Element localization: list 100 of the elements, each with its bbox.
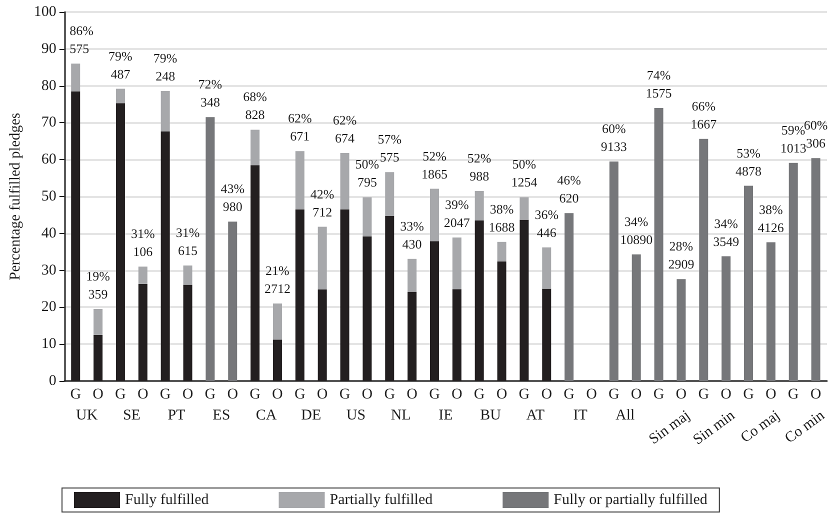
x-tick-label: O: [586, 386, 598, 402]
text: US: [346, 408, 366, 424]
y-tick-label: 40: [41, 225, 56, 242]
bar: [676, 279, 686, 381]
y-tick-label: 90: [41, 40, 56, 57]
x-tick-label: G: [384, 386, 396, 402]
bar: [542, 247, 552, 289]
text: NL: [390, 408, 411, 424]
total-label: 60% 9133: [600, 120, 627, 154]
bar: [632, 254, 641, 381]
bar: [228, 222, 238, 381]
total-label: 74% 1575: [646, 67, 672, 100]
x-tick-label: O: [92, 386, 104, 402]
x-tick-label: O: [182, 386, 194, 402]
bar: [564, 213, 574, 381]
x-tick-label: G: [518, 386, 530, 402]
x-tick-label: G: [160, 386, 171, 402]
x-tick-label: G: [294, 386, 306, 402]
total-label: 39% 2047: [444, 196, 470, 230]
x-tick-label: G: [788, 386, 799, 402]
text: All: [616, 408, 635, 424]
legend-label: Fully or partially fulfilled: [554, 492, 708, 508]
total-label: 31% 615: [176, 225, 200, 258]
total-label: 72% 348: [198, 76, 222, 110]
text: CA: [256, 408, 277, 424]
bar: [318, 226, 327, 290]
bar: [474, 190, 484, 220]
text: DE: [301, 408, 322, 424]
x-tick-label: O: [766, 386, 777, 402]
total-label: 50% 1254: [511, 156, 538, 190]
x-tick-label: G: [608, 386, 620, 402]
total-label: 52% 988: [467, 150, 492, 184]
total-label: 36% 446: [534, 206, 559, 240]
x-tick-label: G: [339, 386, 350, 402]
total-label: 79% 248: [153, 50, 178, 84]
total-label: 52% 1865: [421, 148, 448, 182]
total-label: 38% 4126: [758, 202, 784, 235]
x-tick-label: G: [743, 386, 754, 402]
text: IE: [438, 408, 453, 424]
y-tick-label: 30: [41, 262, 56, 278]
total-label: 28% 2909: [668, 238, 694, 272]
bar: [206, 117, 215, 381]
y-tick-label: 60: [41, 152, 56, 168]
x-tick-label: O: [227, 386, 238, 402]
x-tick-label: G: [429, 386, 440, 402]
y-tick-label: 100: [34, 4, 56, 20]
total-label: 34% 10890: [620, 214, 653, 247]
x-tick-label: O: [630, 386, 642, 402]
bar: [722, 256, 731, 381]
bar: [116, 88, 125, 104]
bar: [385, 172, 394, 216]
bar: [295, 151, 304, 210]
bar: [272, 304, 282, 340]
text: IT: [573, 408, 588, 424]
bar: [699, 138, 708, 381]
y-tick-label: 20: [41, 299, 56, 316]
bar: [340, 152, 350, 210]
bar: [811, 158, 820, 381]
legend-label: Fully fulfilled: [125, 492, 210, 508]
y-tick-label: 70: [41, 114, 56, 131]
text: ES: [212, 408, 230, 424]
total-label: 79% 487: [108, 48, 133, 82]
text: BU: [480, 408, 502, 424]
x-tick-label: G: [115, 386, 126, 402]
total-label: 66% 1667: [690, 98, 718, 132]
bar: [609, 161, 618, 381]
x-tick-label: O: [451, 386, 462, 402]
text: SE: [122, 408, 140, 424]
bar: [183, 266, 192, 285]
total-label: 57% 575: [378, 132, 402, 165]
total-label: 38% 1688: [488, 201, 515, 234]
text: Co min: [782, 407, 828, 447]
y-tick-label: 50: [41, 188, 56, 204]
total-label: 34% 3549: [713, 216, 740, 249]
total-label: 62% 671: [288, 110, 312, 144]
bar: [408, 258, 417, 292]
total-label: 43% 980: [220, 181, 245, 214]
bar: [71, 64, 80, 92]
bar: [766, 242, 776, 381]
bar: [138, 266, 148, 284]
text: PT: [168, 408, 186, 424]
x-tick-label: O: [720, 386, 732, 402]
y-axis-title: Percentage fulfilled pledges: [8, 112, 24, 280]
total-label: 19% 359: [86, 268, 110, 302]
bar: [250, 130, 260, 166]
text: Co maj: [738, 408, 783, 446]
total-label: 86% 575: [70, 23, 94, 56]
total-label: 53% 4878: [735, 145, 762, 178]
bar: [452, 237, 462, 290]
bar: [654, 108, 664, 381]
x-tick-label: O: [541, 386, 552, 402]
x-tick-label: G: [474, 386, 485, 402]
total-label: 46% 620: [557, 172, 582, 206]
total-label: 50% 795: [355, 156, 380, 190]
x-tick-label: G: [698, 386, 710, 402]
total-label: 33% 430: [400, 218, 424, 252]
bar: [744, 186, 753, 381]
total-label: 21% 2712: [264, 263, 290, 296]
x-tick-label: O: [676, 386, 687, 402]
total-label: 68% 828: [243, 89, 268, 122]
